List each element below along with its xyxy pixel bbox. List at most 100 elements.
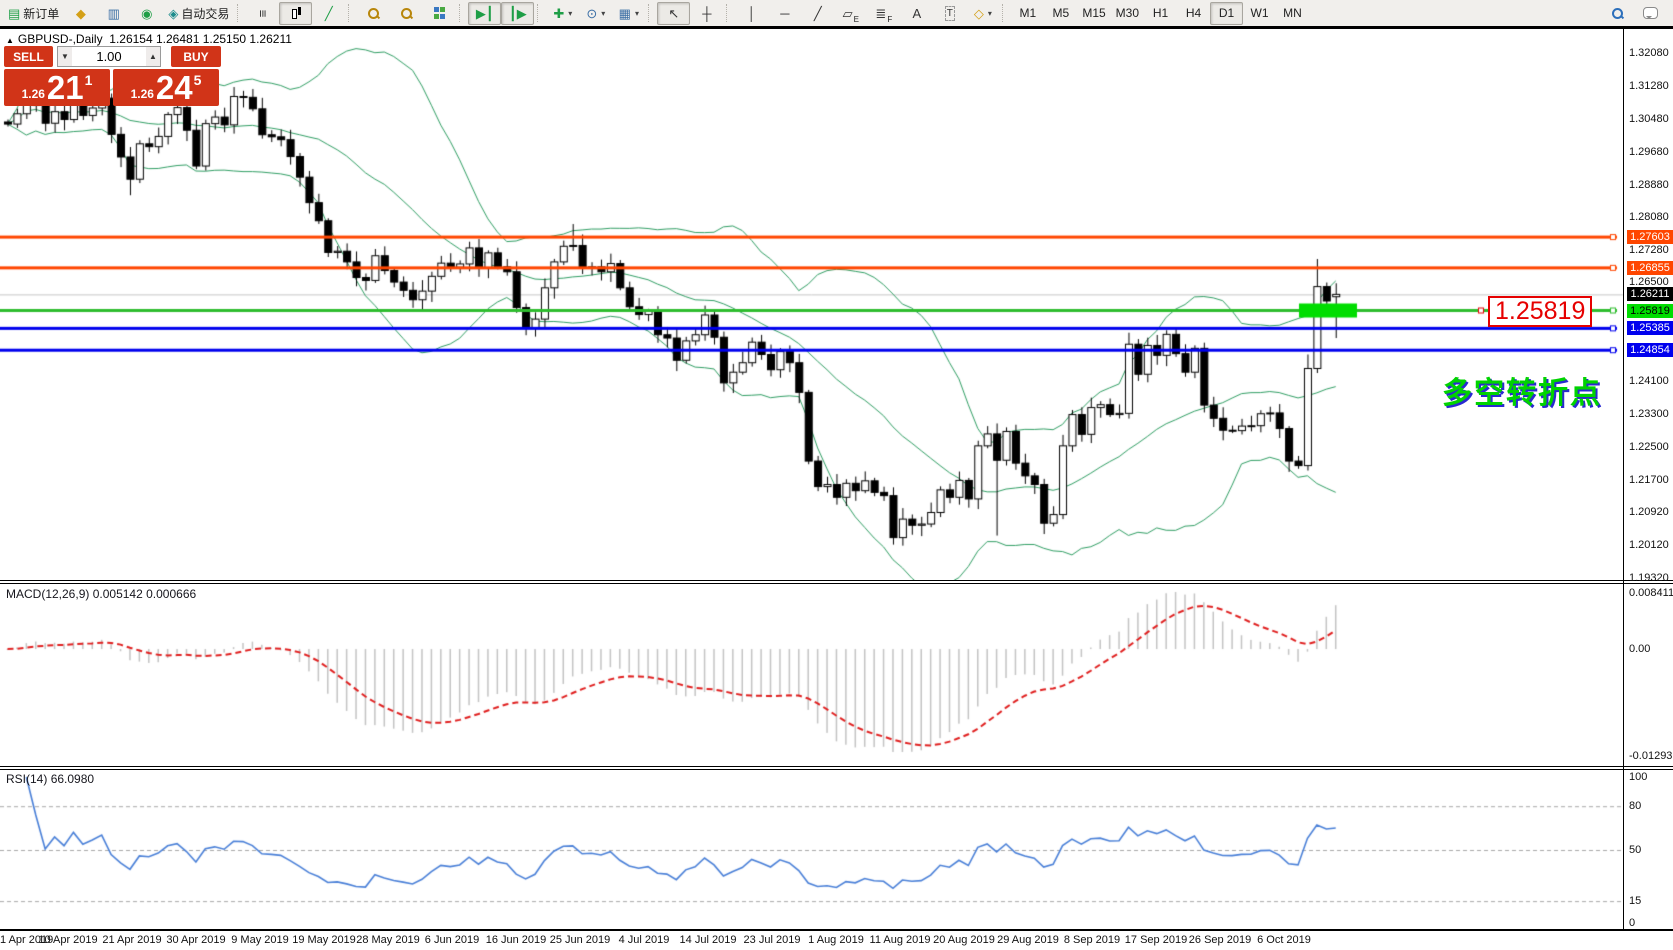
indicators-button[interactable]: ✚ ▾: [546, 2, 579, 25]
sell-price-small: 1.26: [21, 87, 45, 101]
cursor-icon: ↖: [668, 5, 680, 21]
periods-button[interactable]: ⊙ ▾: [579, 2, 612, 25]
macd-signal-value: 0.000666: [146, 587, 197, 601]
volume-decrease-button[interactable]: ▼: [58, 47, 72, 66]
timeframe-d1[interactable]: D1: [1210, 1, 1244, 25]
one-click-trading-panel: SELL ▼ 1.00 ▲ BUY 1.26 21 1 1.26 24 5: [4, 46, 221, 106]
templates-button[interactable]: ▦ ▾: [612, 2, 645, 25]
new-order-button[interactable]: ▤ 新订单: [3, 2, 64, 25]
text-button[interactable]: A: [900, 2, 933, 25]
zoom-in-button[interactable]: [357, 2, 390, 25]
macd-name: MACD(12,26,9): [6, 587, 90, 601]
equidistant-channel-button[interactable]: ▱ E: [834, 2, 867, 25]
bar-chart-button[interactable]: ≡: [246, 2, 279, 25]
signals-button[interactable]: ◉: [130, 2, 163, 25]
candlestick-chart-button[interactable]: [279, 1, 313, 25]
price-axis-tick: 1.20120: [1629, 539, 1669, 552]
text-label-button[interactable]: T: [933, 2, 966, 25]
rsi-chart[interactable]: [0, 770, 1673, 929]
chart-shift-button[interactable]: ┃▶: [501, 1, 535, 25]
volume-input[interactable]: 1.00: [72, 47, 146, 66]
pane-separator[interactable]: [0, 580, 1673, 581]
buy-button[interactable]: BUY: [171, 46, 221, 67]
price-badge-1.24854: 1.24854: [1627, 343, 1673, 358]
volume-increase-button[interactable]: ▲: [146, 47, 160, 66]
autoscroll-icon: ▶┃: [475, 5, 494, 21]
time-axis-tick: 10 Apr 2019: [38, 934, 98, 946]
rsi-value: 66.0980: [50, 772, 95, 786]
bar-chart-icon: ≡: [255, 9, 271, 17]
timeframe-m1[interactable]: M1: [1019, 6, 1037, 20]
chat-button[interactable]: [1634, 2, 1667, 25]
buy-label: BUY: [183, 49, 209, 64]
fibonacci-button[interactable]: ≣ F: [867, 2, 900, 25]
time-axis-tick: 11 Aug 2019: [869, 934, 931, 946]
zoom-out-button[interactable]: [390, 2, 423, 25]
pane-separator[interactable]: [0, 769, 1673, 770]
price-badge-1.27603: 1.27603: [1627, 230, 1673, 245]
vertical-line-button[interactable]: │: [735, 2, 768, 25]
horizontal-line-button[interactable]: ─: [768, 2, 801, 25]
pane-separator[interactable]: [0, 766, 1673, 767]
fibo-sub-label: F: [887, 14, 893, 24]
candlestick-icon: [290, 6, 302, 20]
macd-main-value: 0.005142: [92, 587, 143, 601]
channel-sub-label: E: [853, 14, 859, 24]
price-callout-1.25819[interactable]: 1.25819: [1488, 295, 1593, 327]
price-axis-tick: 1.31280: [1629, 79, 1669, 92]
autotrading-button[interactable]: ◈ 自动交易: [163, 2, 234, 25]
eraser-icon: ◆: [75, 5, 86, 21]
timeframe-m15[interactable]: M15: [1082, 6, 1106, 20]
autotrading-label: 自动交易: [181, 6, 230, 21]
main-toolbar: ▤ 新订单 ◆ ▥ ◉ ◈ 自动交易 ≡ ╱ ▶┃ ┃▶ ✚ ▾ ⊙ ▾ ▦ ▾ ↖ …: [0, 0, 1673, 26]
buy-price-button[interactable]: 1.26 24 5: [113, 69, 219, 106]
pane-separator[interactable]: [0, 583, 1673, 584]
time-axis-tick: 1 Aug 2019: [808, 934, 864, 946]
chart-title: ▲ GBPUSD-,Daily 1.26154 1.26481 1.25150 1…: [6, 32, 292, 46]
time-axis-tick: 25 Jun 2019: [549, 934, 611, 946]
price-axis-tick: 1.30480: [1629, 112, 1669, 125]
arrows-button[interactable]: ◇ ▾: [966, 2, 999, 25]
sell-button[interactable]: SELL: [4, 46, 53, 67]
line-chart-button[interactable]: ╱: [312, 2, 345, 25]
timeframe-m5[interactable]: M5: [1052, 6, 1070, 20]
timeframe-m30[interactable]: M30: [1115, 6, 1140, 20]
tile-windows-button[interactable]: [423, 2, 456, 25]
macd-chart[interactable]: [0, 584, 1673, 766]
price-badge-1.25819: 1.25819: [1627, 303, 1673, 318]
timeframe-w1[interactable]: W1: [1250, 6, 1269, 20]
price-axis-tick: 1.22500: [1629, 441, 1669, 454]
main-chart[interactable]: [0, 29, 1673, 580]
time-axis-tick: 28 May 2019: [356, 934, 420, 946]
trendline-button[interactable]: ╱: [801, 2, 834, 25]
chevron-down-icon: ▾: [634, 8, 639, 18]
timeframe-h1[interactable]: H1: [1152, 6, 1169, 20]
crosshair-button[interactable]: ┼: [690, 2, 723, 25]
annotation-text[interactable]: 多空转折点: [1442, 368, 1602, 412]
collapse-arrow-icon[interactable]: ▲: [6, 36, 14, 45]
market-button[interactable]: ◆: [64, 2, 97, 25]
search-button[interactable]: [1601, 2, 1634, 25]
price-axis-tick: 1.26500: [1629, 276, 1669, 289]
macd-label: MACD(12,26,9) 0.005142 0.000666: [6, 587, 196, 601]
cursor-button[interactable]: ↖: [657, 1, 691, 25]
time-axis-tick: 17 Sep 2019: [1124, 934, 1188, 946]
timeframe-mn[interactable]: MN: [1283, 6, 1302, 20]
market-watch-button[interactable]: ▥: [97, 2, 130, 25]
text-icon: A: [912, 5, 922, 21]
price-axis-tick: 1.21700: [1629, 474, 1669, 486]
buy-price-sup: 5: [193, 72, 202, 88]
buy-price-small: 1.26: [130, 87, 154, 101]
line-chart-icon: ╱: [324, 5, 333, 21]
annotation-label: 多空转折点: [1442, 377, 1602, 410]
price-axis-tick: 1.32080: [1629, 46, 1669, 59]
timeframe-h4[interactable]: H4: [1185, 6, 1202, 20]
macd-axis-label: 0.00: [1629, 643, 1651, 656]
auto-scroll-button[interactable]: ▶┃: [468, 1, 502, 25]
price-axis-tick: 1.24100: [1629, 375, 1669, 388]
price-axis-tick: 1.28880: [1629, 178, 1669, 191]
sell-price-button[interactable]: 1.26 21 1: [4, 69, 110, 106]
chart-ohlc: 1.26154 1.26481 1.25150 1.26211: [109, 32, 292, 46]
